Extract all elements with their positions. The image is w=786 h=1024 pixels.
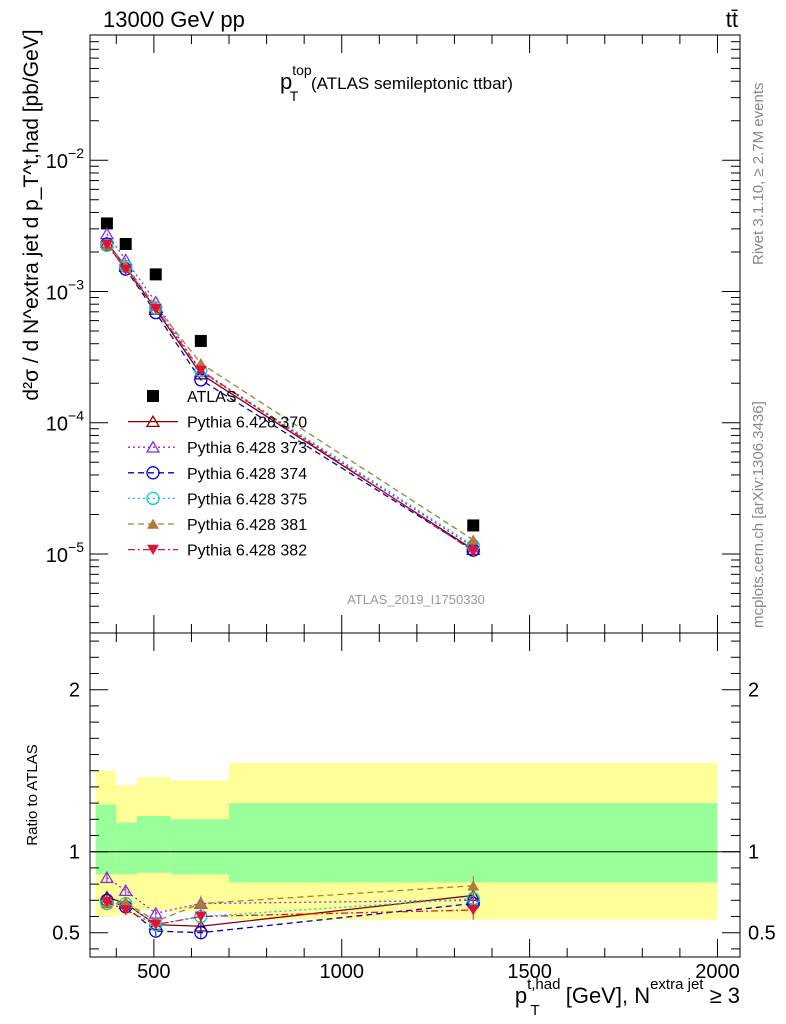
upper-ytick-label-3: 10−5	[46, 539, 84, 567]
ratio-point-5-3	[194, 911, 207, 922]
header-process: tt̄	[726, 7, 738, 32]
legend-marker-1	[145, 414, 161, 428]
upper-ytick-label-0: 10−2	[46, 145, 84, 173]
upper-line-2	[106, 233, 474, 548]
legend-label-3: Pythia 6.428 374	[187, 466, 307, 483]
upper-point-6-4	[467, 546, 480, 557]
xtick-label-0: 500	[137, 961, 170, 983]
x-axis-label: pt,had T [GeV], Nextra jet ≥ 3	[515, 976, 740, 1019]
upper-ytick-label-1: 10−3	[46, 276, 84, 304]
ratio-point-1-1	[118, 883, 133, 897]
upper-point-0-4	[467, 519, 480, 532]
upper-point-0-3	[194, 334, 207, 347]
ratio-panel: 500 1000 1500 2000 0.5 0.5 1 1 2 2	[52, 632, 776, 983]
green-band-4	[229, 803, 718, 883]
legend-label-1: Pythia 6.428 370	[187, 415, 307, 432]
upper-point-0-1	[119, 238, 132, 251]
legend-marker-0	[147, 390, 159, 402]
green-band-0	[95, 804, 117, 875]
xlabel-mid: [GeV], N	[560, 983, 650, 1008]
ytick-exp: −5	[68, 539, 84, 555]
upper-point-0-0	[100, 217, 113, 230]
xlabel-sup: t,had	[527, 976, 560, 993]
ytick-exp: −3	[68, 276, 84, 292]
plot-title-p: p	[280, 69, 292, 94]
green-band-1	[116, 822, 137, 875]
legend-label-2: Pythia 6.428 373	[187, 440, 307, 457]
xlabel-sup2: extra jet	[650, 976, 704, 993]
ytick-base: 10	[46, 414, 68, 436]
ratio-point-4-4	[467, 880, 480, 891]
legend-marker-3	[146, 466, 160, 480]
green-band-3	[170, 819, 230, 875]
plot-title-sup: top	[292, 62, 312, 78]
ytick-base: 10	[46, 151, 68, 173]
lower-ytick-label-right-1: 1	[748, 842, 759, 864]
upper-ytick-label-2: 10−4	[46, 408, 84, 436]
legend-label-0: ATLAS	[187, 389, 237, 406]
ratio-point-4-3	[194, 898, 207, 909]
ytick-exp: −2	[68, 145, 84, 161]
legend-marker-5	[147, 518, 159, 529]
xtick-label-3: 2000	[695, 961, 740, 983]
xlabel-sub: T	[530, 1002, 539, 1019]
lower-ytick-label-2: 2	[69, 680, 80, 702]
lower-ytick-label-1: 1	[69, 842, 80, 864]
legend-label-4: Pythia 6.428 375	[187, 491, 307, 508]
lower-ytick-label-right-0: 0.5	[748, 923, 776, 945]
rivet-label: Rivet 3.1.10, ≥ 2.7M events	[750, 83, 767, 266]
ratio-point-5-4	[467, 905, 480, 916]
legend-marker-6	[147, 544, 159, 555]
ratio-frame	[89, 632, 741, 958]
ytick-exp: −4	[68, 408, 84, 424]
ratio-point-4-1	[119, 896, 132, 907]
legend-marker-4	[146, 491, 160, 506]
green-band-2	[136, 816, 171, 873]
xtick-label-1: 1000	[319, 961, 364, 983]
plot-title: ptop T (ATLAS semileptonic ttbar)	[280, 62, 513, 104]
ratio-point-1-0	[99, 870, 115, 884]
ytick-base: 10	[46, 282, 68, 304]
ratio-line-5	[106, 901, 474, 926]
legend-label-6: Pythia 6.428 382	[187, 543, 307, 560]
ratio-point-2-3	[194, 926, 208, 940]
upper-point-6-2	[149, 303, 162, 315]
watermark: ATLAS_2019_I1750330	[347, 592, 485, 607]
lower-ytick-label-right-2: 2	[748, 680, 759, 702]
upper-ylabel: d²σ / d N^extra jet d p_T^t,had [pb/GeV]	[20, 29, 43, 400]
upper-point-4-0	[100, 238, 114, 252]
ratio-point-5-1	[119, 905, 132, 916]
upper-point-5-4	[467, 534, 480, 545]
mcplots-label: mcplots.cern.ch [arXiv:1306.3436]	[750, 401, 767, 628]
legend-label-5: Pythia 6.428 381	[187, 517, 307, 534]
plot-title-rest: (ATLAS semileptonic ttbar)	[306, 74, 513, 93]
upper-point-0-2	[149, 268, 162, 281]
xlabel-end: ≥ 3	[703, 983, 740, 1008]
upper-point-6-1	[119, 264, 132, 275]
legend-marker-2	[145, 440, 161, 453]
ytick-base: 10	[46, 545, 68, 567]
lower-ylabel: Ratio to ATLAS	[24, 744, 41, 845]
upper-point-6-0	[100, 239, 113, 250]
plot-title-sub: T	[290, 88, 299, 104]
legend: ATLAS Pythia 6.428 370 Pythia 6.428 373 Pyt…	[128, 389, 307, 560]
header-energy: 13000 GeV pp	[103, 7, 245, 32]
lower-ytick-label-0: 0.5	[52, 923, 80, 945]
xlabel-p: p	[515, 983, 527, 1008]
ratio-point-5-2	[149, 919, 162, 930]
ratio-point-5-0	[100, 897, 113, 908]
xtick-label-2: 1500	[507, 961, 552, 983]
upper-point-6-3	[194, 365, 207, 376]
